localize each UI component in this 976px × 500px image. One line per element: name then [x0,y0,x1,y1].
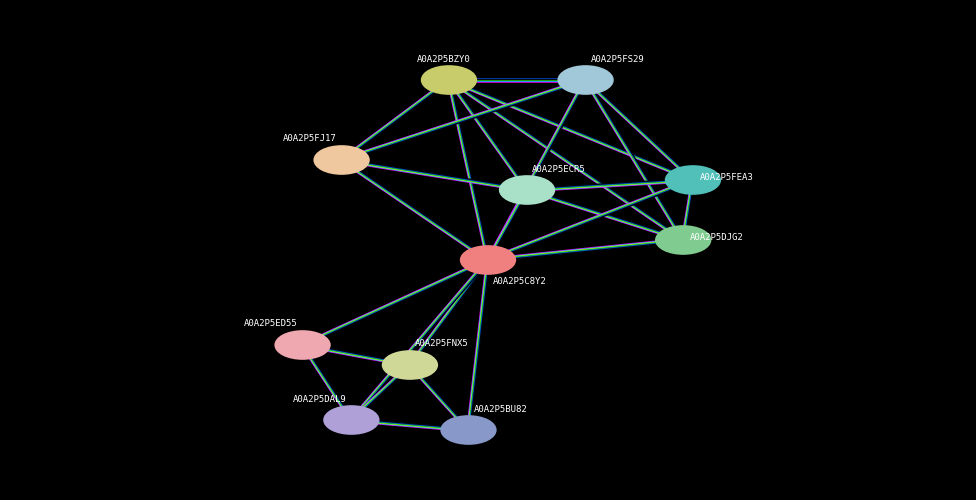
Text: A0A2P5FJ17: A0A2P5FJ17 [283,134,337,143]
Circle shape [314,146,369,174]
Circle shape [461,246,515,274]
Circle shape [656,226,711,254]
Text: A0A2P5DAL9: A0A2P5DAL9 [293,394,346,404]
Text: A0A2P5FNX5: A0A2P5FNX5 [415,340,468,348]
Circle shape [275,331,330,359]
Text: A0A2P5BZY0: A0A2P5BZY0 [417,54,471,64]
Circle shape [558,66,613,94]
Text: A0A2P5ECR5: A0A2P5ECR5 [532,164,586,173]
Circle shape [383,351,437,379]
Circle shape [441,416,496,444]
Text: A0A2P5FEA3: A0A2P5FEA3 [700,173,753,182]
Text: A0A2P5C8Y2: A0A2P5C8Y2 [493,278,547,286]
Circle shape [500,176,554,204]
Text: A0A2P5ED55: A0A2P5ED55 [244,320,298,328]
Circle shape [422,66,476,94]
Circle shape [666,166,720,194]
Text: A0A2P5FS29: A0A2P5FS29 [590,54,644,64]
Text: A0A2P5DJG2: A0A2P5DJG2 [690,233,744,242]
Circle shape [324,406,379,434]
Text: A0A2P5BU82: A0A2P5BU82 [473,404,527,413]
